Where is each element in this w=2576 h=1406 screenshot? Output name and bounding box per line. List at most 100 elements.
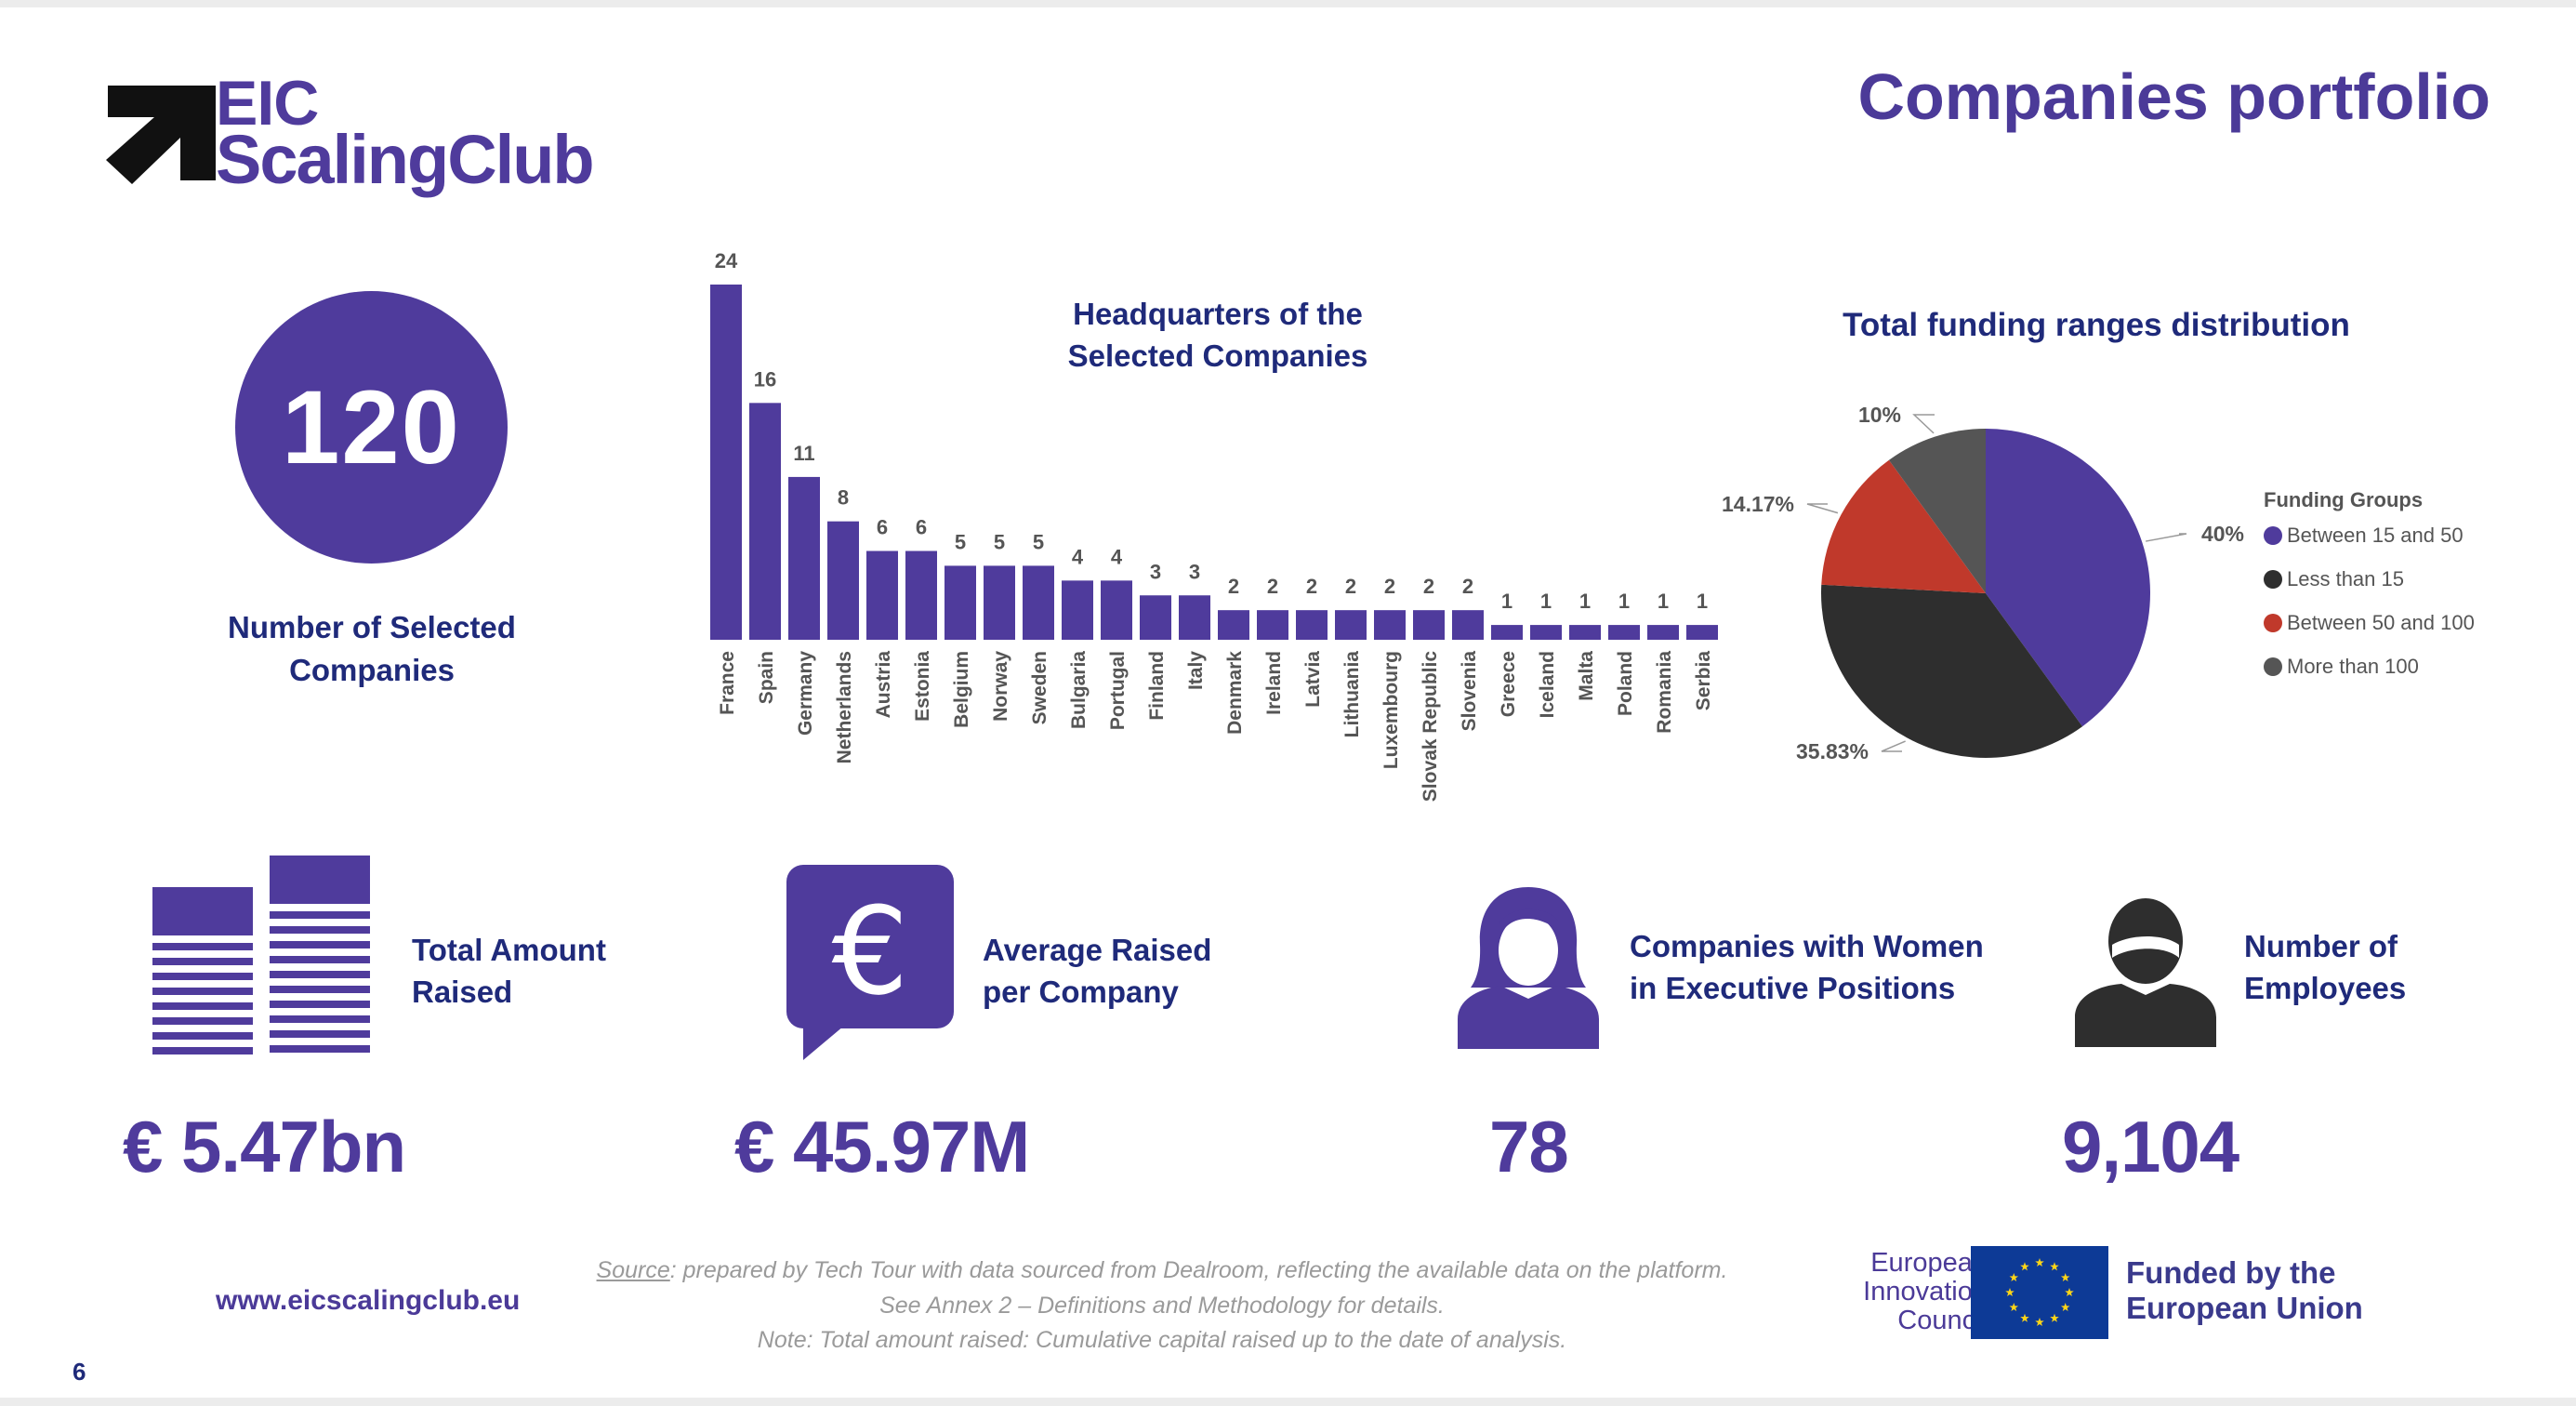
bar-value-label: 2 [1345,575,1356,598]
person-avatar-icon [2075,898,2216,1047]
eu-flag-star-icon [2009,1303,2019,1312]
pie-legend-item: Between 50 and 100 [2287,611,2475,634]
bar-category-label: Greece [1498,651,1519,717]
page-title: Companies portfolio [1857,60,2490,133]
pie-slice-between-15-and-50 [1986,429,2150,727]
bar-category-label: Latvia [1302,651,1324,708]
pie-legend-item: Between 15 and 50 [2287,524,2464,547]
selected-companies-circle: 120 [235,291,508,564]
bar-value-label: 1 [1618,590,1630,613]
bar-value-label: 16 [754,367,776,391]
pie-legend-swatch [2264,570,2282,589]
bar-romania [1647,625,1679,640]
bar-value-label: 1 [1658,590,1669,613]
pie-legend-swatch [2264,657,2282,676]
eu-flag-star-icon [2020,1313,2029,1322]
pie-slice-less-than-15 [1821,584,2083,758]
bar-value-label: 2 [1228,575,1239,598]
funding-pie-chart: 40% 35.83% 14.17% 10% Funding Groups Between … [1722,403,2475,763]
bar-category-label: Norway [990,651,1011,722]
pie-legend-item: More than 100 [2287,655,2419,678]
bar-poland [1608,625,1640,640]
stat-total-raised-value: € 5.47bn [123,1106,406,1187]
funded-by-eu-text: Funded by the European Union [2126,1255,2363,1325]
stat-women-exec-value: 78 [1489,1106,1569,1187]
bar-serbia [1686,625,1718,640]
bar-france [710,285,742,640]
bar-bulgaria [1062,580,1093,640]
bar-category-label: Belgium [951,651,972,728]
bar-category-label: Malta [1576,651,1597,701]
stat-employees-label: Number of Employees [2244,929,2407,1005]
bar-lithuania [1335,610,1367,640]
pie-leader-line [2146,533,2187,542]
stat-employees-value: 9,104 [2062,1106,2239,1187]
svg-text:€: € [832,881,909,1022]
selected-companies-label: Number of Selected Companies [228,610,516,687]
bar-greece [1491,625,1523,640]
bar-value-label: 24 [715,249,738,272]
bar-value-label: 2 [1423,575,1434,598]
logo-line-2: ScalingClub [216,121,595,199]
bar-category-label: Slovak Republic [1420,651,1441,802]
logo-arrow-icon [106,86,216,184]
bar-category-label: Portugal [1107,651,1129,730]
bar-category-label: Germany [795,651,816,736]
bar-category-label: France [717,651,738,715]
bar-category-label: Netherlands [834,651,855,763]
eic-council-logo-text: European Innovation Council [1863,1248,1988,1336]
eu-flag-star-icon [2060,1303,2070,1312]
bar-chart-title: Headquarters of the Selected Companies [1067,297,1368,373]
headquarters-bar-chart: 24France16Spain11Germany8Netherlands6Aus… [710,249,1718,802]
page-number: 6 [73,1358,86,1386]
bar-netherlands [827,521,859,640]
woman-avatar-icon [1458,887,1599,1049]
pie-legend-title: Funding Groups [2264,488,2423,511]
euro-speech-bubble-icon: € [786,865,954,1060]
bar-category-label: Ireland [1263,651,1285,715]
pie-slice-label: 14.17% [1722,492,1794,516]
bar-value-label: 3 [1189,560,1200,583]
stat-average-raised-value: € 45.97M [734,1106,1030,1187]
bar-slovak-republic [1413,610,1445,640]
bar-category-label: Lithuania [1341,651,1363,738]
bar-category-label: Estonia [912,651,933,722]
eu-flag-star-icon [2060,1273,2070,1282]
bar-finland [1140,595,1171,640]
bar-category-label: Denmark [1224,651,1246,735]
bar-slovenia [1452,610,1484,640]
bar-category-label: Austria [873,651,894,719]
pie-legend-swatch [2264,526,2282,545]
bar-spain [749,403,781,640]
footer-annex-line: See Annex 2 – Definitions and Methodolog… [879,1292,1445,1319]
bar-category-label: Spain [756,651,777,704]
bar-belgium [945,565,976,640]
bar-iceland [1530,625,1562,640]
bar-luxembourg [1374,610,1406,640]
pie-legend-swatch [2264,614,2282,632]
eu-flag-star-icon [2009,1273,2019,1282]
pie-leader-line [1881,740,1906,752]
logo-line-1: EIC [216,68,319,139]
bar-value-label: 2 [1267,575,1278,598]
eu-flag-icon [1971,1246,2108,1339]
footer-note-line: Note: Total amount raised: Cumulative ca… [757,1327,1567,1353]
bar-value-label: 6 [916,516,927,539]
pie-leader-line [1806,503,1839,514]
footer-source-line: Source: prepared by Tech Tour with data … [521,1253,1803,1289]
bar-value-label: 6 [877,516,888,539]
bar-value-label: 4 [1072,545,1084,568]
pie-slice-between-50-and-100 [1821,459,1986,593]
footer-source-note: Source: prepared by Tech Tour with data … [521,1253,1803,1359]
footer-website-link[interactable]: www.eicscalingclub.eu [216,1285,521,1316]
stat-average-raised-label: Average Raised per Company [983,933,1212,1009]
bar-value-label: 3 [1150,560,1161,583]
pie-slice-label: 35.83% [1796,739,1869,763]
pie-legend-item: Less than 15 [2287,567,2404,590]
bar-value-label: 1 [1501,590,1513,613]
stat-women-exec-label: Companies with Women in Executive Positi… [1630,929,1984,1005]
pie-slice-label: 40% [2201,522,2244,546]
bar-latvia [1296,610,1328,640]
eu-flag-star-icon [2050,1262,2059,1271]
bar-italy [1179,595,1210,640]
